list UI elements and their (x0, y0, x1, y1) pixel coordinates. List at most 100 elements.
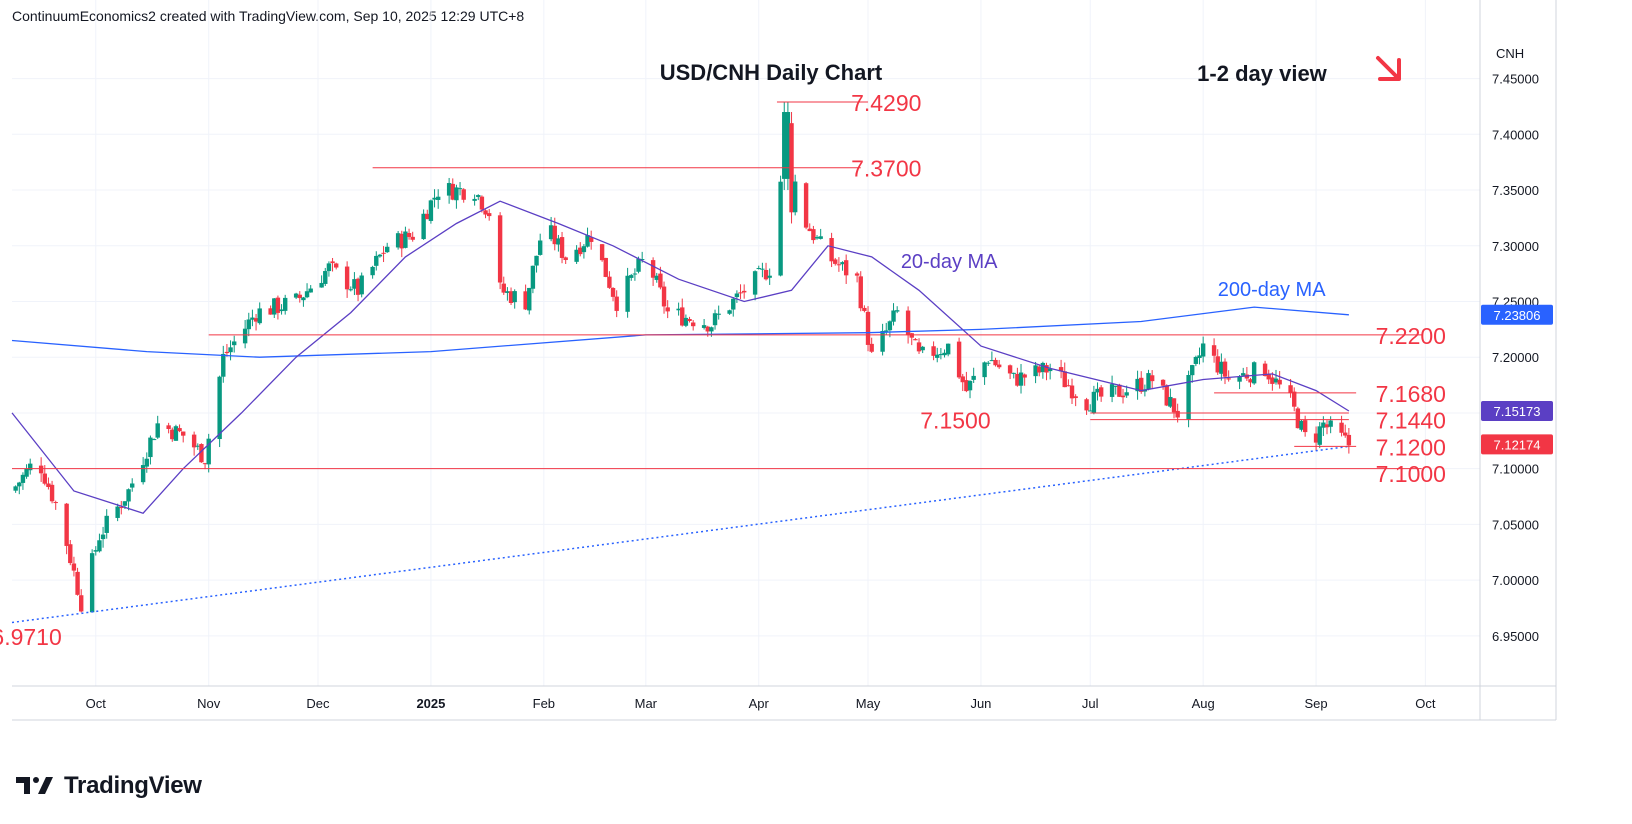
price-tag-bg (1481, 304, 1553, 325)
candle-body (1011, 372, 1016, 374)
candle-body (986, 362, 991, 364)
candle-body (603, 257, 608, 277)
candle-body (432, 197, 437, 200)
candle-body (676, 308, 681, 311)
candle-body (1190, 365, 1195, 376)
view-label: 1-2 day view (1197, 61, 1328, 86)
candle-body (93, 550, 98, 552)
candle-body (374, 255, 379, 266)
candle-body (352, 279, 357, 289)
candle-body (20, 474, 26, 483)
chart-title: USD/CNH Daily Chart (660, 60, 883, 85)
candle-body (144, 458, 149, 467)
candle-body (1175, 410, 1180, 418)
candle-body (421, 213, 426, 240)
arrow-head (1378, 58, 1401, 81)
candle-body (1193, 356, 1199, 364)
candle-body (982, 362, 987, 378)
candle-body (996, 364, 1002, 368)
candle-body (395, 233, 401, 248)
candle-body (858, 276, 863, 309)
candle-body (326, 263, 332, 272)
candle-body (1040, 362, 1046, 373)
candle-body (880, 330, 885, 352)
candle-body (680, 307, 685, 326)
candle-body (1339, 422, 1344, 433)
price-tag-bg (1481, 434, 1553, 455)
level-label: 7.1440 (1376, 408, 1446, 434)
candle-body (956, 341, 962, 378)
candle-body (104, 515, 109, 533)
candle-body (1343, 432, 1348, 436)
candle-body (884, 330, 889, 333)
candle-body (916, 342, 922, 352)
candle-body (53, 502, 58, 504)
candle-body (1164, 385, 1169, 406)
candle-body (833, 259, 838, 264)
candle-body (1022, 374, 1027, 378)
candle-body (497, 215, 503, 283)
candle-body (268, 308, 273, 315)
candle-body (330, 261, 335, 264)
candle-body (920, 346, 925, 351)
candle-body (512, 291, 517, 303)
x-tick-label: Mar (635, 696, 658, 711)
candle-body (148, 437, 153, 458)
candle-body (756, 268, 761, 270)
candle-body (410, 236, 415, 240)
candle-body (250, 317, 255, 320)
candle-body (1226, 378, 1231, 380)
candle-body (1120, 395, 1126, 398)
candle-body (811, 229, 816, 241)
candle-body (384, 246, 390, 253)
candle-body (727, 310, 732, 314)
candle-body (425, 213, 430, 220)
x-tick-label: May (856, 696, 881, 711)
candle-body (202, 463, 208, 465)
candle-body (599, 244, 605, 261)
ma200-annotation: 200-day MA (1218, 279, 1326, 301)
candle-body (931, 346, 936, 356)
candle-body (610, 287, 616, 297)
candle-body (803, 183, 809, 228)
tradingview-logo[interactable]: TradingView (14, 772, 202, 800)
candle-body (563, 257, 568, 261)
candle-body (836, 264, 842, 266)
candle-body (348, 289, 353, 291)
candle-body (585, 235, 590, 247)
candle-body (814, 237, 820, 239)
candle-body (658, 273, 663, 288)
candle-body (1215, 356, 1220, 373)
candle-body (151, 439, 157, 441)
candle-body (119, 507, 124, 509)
candle-body (71, 563, 77, 571)
candle-body (253, 318, 259, 322)
candle-body (370, 266, 375, 276)
candle-body (246, 319, 251, 330)
x-tick-label: Sep (1305, 696, 1328, 711)
candle-body (479, 196, 485, 210)
candle-body (1113, 385, 1118, 387)
candle-body (1160, 379, 1166, 386)
candle-body (905, 310, 911, 336)
candle-body (1248, 379, 1253, 383)
candle-body (17, 482, 22, 487)
candle-body (279, 309, 284, 312)
candle-body (614, 296, 619, 311)
price-tag-bg (1481, 401, 1553, 422)
candle-body (381, 252, 386, 254)
candle-body (527, 287, 532, 311)
candle-body (1299, 420, 1304, 430)
candle-body (1047, 368, 1053, 372)
candle-body (377, 254, 383, 257)
candle-body (501, 283, 506, 293)
level-label: 7.1200 (1376, 434, 1446, 460)
candle-body (705, 326, 710, 332)
y-tick-label: 7.45000 (1492, 72, 1539, 87)
candle-body (24, 468, 29, 477)
candle-body (1295, 408, 1301, 429)
candle-body (323, 271, 328, 284)
candle-body (428, 200, 434, 221)
candles-group (13, 101, 1352, 613)
